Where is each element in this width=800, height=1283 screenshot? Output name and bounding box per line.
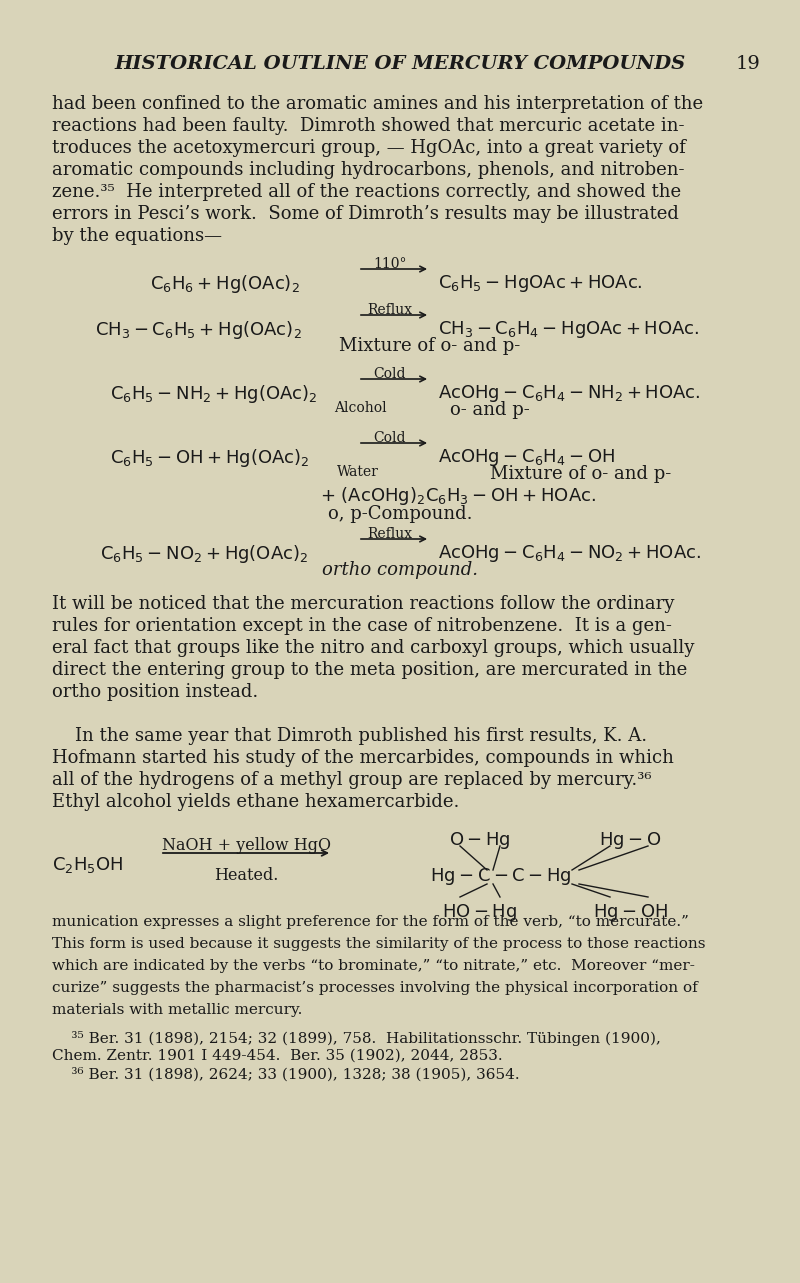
Text: troduces the acetoxymercuri group, — HgOAc, into a great variety of: troduces the acetoxymercuri group, — HgO… (52, 139, 686, 157)
Text: $\mathrm{Hg - OH}$: $\mathrm{Hg - OH}$ (593, 902, 667, 922)
Text: 110°: 110° (374, 257, 406, 271)
Text: NaOH + yellow HgO: NaOH + yellow HgO (162, 837, 330, 854)
Text: In the same year that Dimroth published his first results, K. A.: In the same year that Dimroth published … (52, 727, 647, 745)
Text: $\mathrm{CH_3 - C_6H_5 + Hg(OAc)_2}$: $\mathrm{CH_3 - C_6H_5 + Hg(OAc)_2}$ (95, 319, 302, 341)
Text: reactions had been faulty.  Dimroth showed that mercuric acetate in-: reactions had been faulty. Dimroth showe… (52, 117, 685, 135)
Text: HISTORICAL OUTLINE OF MERCURY COMPOUNDS: HISTORICAL OUTLINE OF MERCURY COMPOUNDS (114, 55, 686, 73)
Text: $\mathrm{Hg - O}$: $\mathrm{Hg - O}$ (599, 830, 661, 851)
Text: aromatic compounds including hydrocarbons, phenols, and nitroben-: aromatic compounds including hydrocarbon… (52, 160, 685, 180)
Text: $\mathrm{AcOHg - C_6H_4 - NO_2 + HOAc.}$: $\mathrm{AcOHg - C_6H_4 - NO_2 + HOAc.}$ (438, 543, 701, 565)
Text: Mixture of o- and p-: Mixture of o- and p- (339, 337, 521, 355)
Text: $\mathrm{AcOHg - C_6H_4 - OH}$: $\mathrm{AcOHg - C_6H_4 - OH}$ (438, 446, 615, 468)
Text: curize” suggests the pharmacist’s processes involving the physical incorporation: curize” suggests the pharmacist’s proces… (52, 981, 698, 996)
Text: Hofmann started his study of the mercarbides, compounds in which: Hofmann started his study of the mercarb… (52, 749, 674, 767)
Text: $\mathrm{C_6H_5 - HgOAc + HOAc.}$: $\mathrm{C_6H_5 - HgOAc + HOAc.}$ (438, 273, 642, 294)
Text: $\mathrm{C_6H_5 - NH_2 + Hg(OAc)_2}$: $\mathrm{C_6H_5 - NH_2 + Hg(OAc)_2}$ (110, 384, 318, 405)
Text: materials with metallic mercury.: materials with metallic mercury. (52, 1003, 302, 1017)
Text: eral fact that groups like the nitro and carboxyl groups, which usually: eral fact that groups like the nitro and… (52, 639, 694, 657)
Text: 19: 19 (735, 55, 760, 73)
Text: $\mathrm{C_2H_5OH}$: $\mathrm{C_2H_5OH}$ (52, 854, 123, 875)
Text: $\mathrm{CH_3 - C_6H_4 - HgOAc + HOAc.}$: $\mathrm{CH_3 - C_6H_4 - HgOAc + HOAc.}$ (438, 319, 699, 340)
Text: Heated.: Heated. (214, 867, 278, 884)
Text: munication expresses a slight preference for the form of the verb, “to mercurate: munication expresses a slight preference… (52, 915, 689, 929)
Text: This form is used because it suggests the similarity of the process to those rea: This form is used because it suggests th… (52, 937, 706, 951)
Text: o, p-Compound.: o, p-Compound. (328, 506, 472, 523)
Text: all of the hydrogens of a methyl group are replaced by mercury.³⁶: all of the hydrogens of a methyl group a… (52, 771, 651, 789)
Text: Cold: Cold (374, 431, 406, 445)
Text: $\mathrm{AcOHg - C_6H_4 - NH_2 + HOAc.}$: $\mathrm{AcOHg - C_6H_4 - NH_2 + HOAc.}$ (438, 384, 701, 404)
Text: which are indicated by the verbs “to brominate,” “to nitrate,” etc.  Moreover “m: which are indicated by the verbs “to bro… (52, 958, 695, 973)
Text: by the equations—: by the equations— (52, 227, 222, 245)
Text: errors in Pesci’s work.  Some of Dimroth’s results may be illustrated: errors in Pesci’s work. Some of Dimroth’… (52, 205, 679, 223)
Text: rules for orientation except in the case of nitrobenzene.  It is a gen-: rules for orientation except in the case… (52, 617, 672, 635)
Text: ortho compound.: ortho compound. (322, 561, 478, 579)
Text: Water: Water (337, 464, 379, 479)
Text: ³⁵ Ber. 31 (1898), 2154; 32 (1899), 758.  Habilitationsschr. Tübingen (1900),: ³⁵ Ber. 31 (1898), 2154; 32 (1899), 758.… (52, 1032, 661, 1046)
Text: ³⁶ Ber. 31 (1898), 2624; 33 (1900), 1328; 38 (1905), 3654.: ³⁶ Ber. 31 (1898), 2624; 33 (1900), 1328… (52, 1067, 520, 1082)
Text: had been confined to the aromatic amines and his interpretation of the: had been confined to the aromatic amines… (52, 95, 703, 113)
Text: o- and p-: o- and p- (450, 402, 530, 420)
Text: Reflux: Reflux (367, 527, 413, 541)
Text: zene.³⁵  He interpreted all of the reactions correctly, and showed the: zene.³⁵ He interpreted all of the reacti… (52, 183, 681, 201)
Text: Alcohol: Alcohol (334, 402, 386, 414)
Text: $\mathrm{O - Hg}$: $\mathrm{O - Hg}$ (450, 830, 510, 851)
Text: Cold: Cold (374, 367, 406, 381)
Text: It will be noticed that the mercuration reactions follow the ordinary: It will be noticed that the mercuration … (52, 595, 674, 613)
Text: $\mathrm{Hg - C - C - Hg}$: $\mathrm{Hg - C - C - Hg}$ (430, 866, 572, 887)
Text: $\mathrm{C_6H_5 - OH + Hg(OAc)_2}$: $\mathrm{C_6H_5 - OH + Hg(OAc)_2}$ (110, 446, 310, 470)
Text: Ethyl alcohol yields ethane hexamercarbide.: Ethyl alcohol yields ethane hexamercarbi… (52, 793, 459, 811)
Text: direct the entering group to the meta position, are mercurated in the: direct the entering group to the meta po… (52, 661, 687, 679)
Text: Chem. Zentr. 1901 I 449-454.  Ber. 35 (1902), 2044, 2853.: Chem. Zentr. 1901 I 449-454. Ber. 35 (19… (52, 1049, 502, 1064)
Text: Mixture of o- and p-: Mixture of o- and p- (490, 464, 671, 482)
Text: Reflux: Reflux (367, 303, 413, 317)
Text: $\mathrm{+ \ (AcOHg)_2C_6H_3 - OH + HOAc.}$: $\mathrm{+ \ (AcOHg)_2C_6H_3 - OH + HOAc… (320, 485, 596, 507)
Text: $\mathrm{C_6H_5 - NO_2 + Hg(OAc)_2}$: $\mathrm{C_6H_5 - NO_2 + Hg(OAc)_2}$ (100, 543, 308, 565)
Text: ortho position instead.: ortho position instead. (52, 683, 258, 701)
Text: $\mathrm{HO - Hg}$: $\mathrm{HO - Hg}$ (442, 902, 518, 922)
Text: $\mathrm{C_6H_6 + Hg(OAc)_2}$: $\mathrm{C_6H_6 + Hg(OAc)_2}$ (150, 273, 300, 295)
